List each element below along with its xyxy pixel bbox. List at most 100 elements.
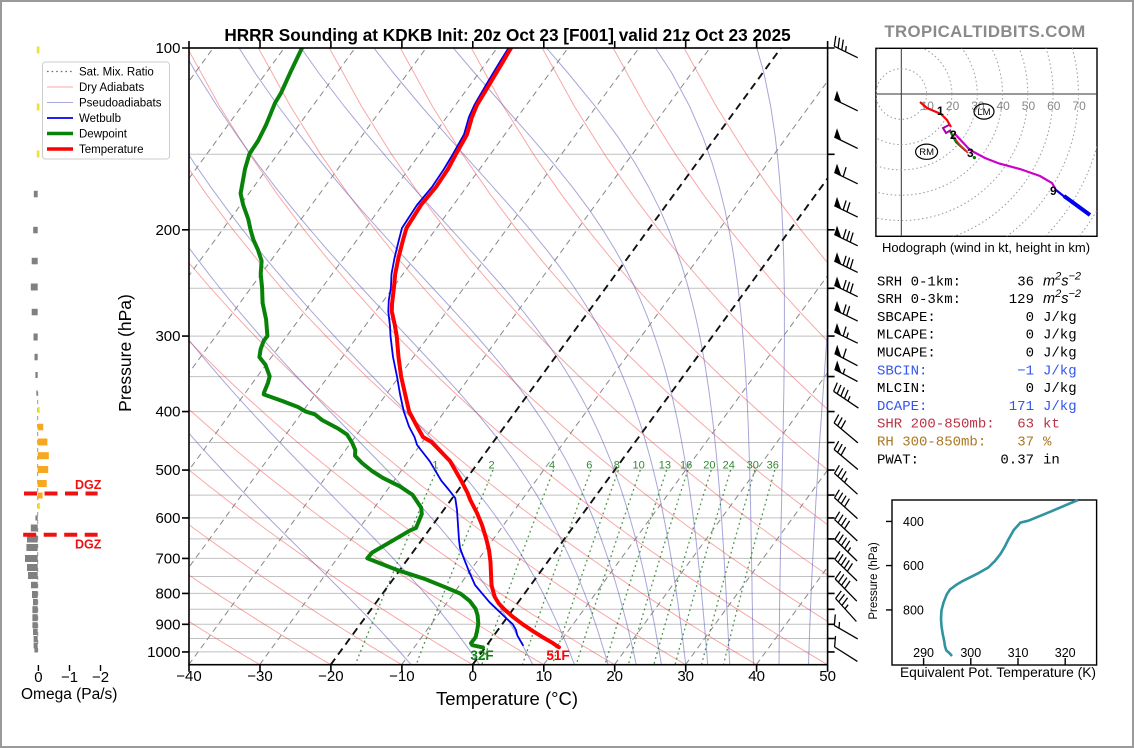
svg-text:40: 40 <box>997 99 1011 113</box>
svg-text:1: 1 <box>937 104 944 118</box>
svg-text:51F: 51F <box>546 648 569 663</box>
svg-text:700: 700 <box>155 550 180 567</box>
svg-text:0: 0 <box>1026 346 1034 362</box>
svg-text:MLCAPE:: MLCAPE: <box>877 328 936 344</box>
svg-text:Wetbulb: Wetbulb <box>79 113 121 125</box>
svg-text:20: 20 <box>703 459 715 471</box>
svg-text:50: 50 <box>1022 99 1036 113</box>
svg-text:32F: 32F <box>470 648 493 663</box>
svg-text:Sat. Mix. Ratio: Sat. Mix. Ratio <box>79 67 154 79</box>
svg-text:0: 0 <box>469 668 477 685</box>
svg-text:DGZ: DGZ <box>75 538 102 552</box>
svg-text:J/kg: J/kg <box>1043 399 1077 415</box>
svg-text:600: 600 <box>903 559 924 573</box>
svg-text:−10: −10 <box>389 668 414 685</box>
svg-text:9: 9 <box>1050 184 1057 198</box>
svg-text:36: 36 <box>1017 274 1034 290</box>
svg-text:10: 10 <box>632 459 644 471</box>
svg-text:800: 800 <box>903 603 924 617</box>
svg-text:SRH 0-1km:: SRH 0-1km: <box>877 274 961 290</box>
svg-text:DGZ: DGZ <box>75 478 102 492</box>
svg-text:63: 63 <box>1017 417 1034 433</box>
svg-text:200: 200 <box>155 222 180 239</box>
svg-text:Dewpoint: Dewpoint <box>79 129 128 141</box>
svg-text:−1: −1 <box>1017 363 1034 379</box>
svg-text:320: 320 <box>1055 646 1076 660</box>
svg-text:0: 0 <box>1026 310 1034 326</box>
svg-text:60: 60 <box>1047 99 1061 113</box>
svg-text:m2s−2: m2s−2 <box>1043 270 1081 289</box>
svg-text:20: 20 <box>606 668 623 685</box>
svg-text:DCAPE:: DCAPE: <box>877 399 927 415</box>
svg-text:Equivalent Pot. Temperature (K: Equivalent Pot. Temperature (K) <box>900 665 1096 680</box>
svg-text:30: 30 <box>747 459 759 471</box>
svg-text:3: 3 <box>967 146 974 160</box>
svg-text:J/kg: J/kg <box>1043 310 1077 326</box>
svg-text:171: 171 <box>1009 399 1034 415</box>
svg-text:J/kg: J/kg <box>1043 328 1077 344</box>
svg-text:Omega (Pa/s): Omega (Pa/s) <box>21 686 117 703</box>
svg-text:6: 6 <box>586 459 592 471</box>
svg-text:HRRR Sounding at KDKB Init: 20: HRRR Sounding at KDKB Init: 20z Oct 23 [… <box>224 25 791 45</box>
svg-text:300: 300 <box>960 646 981 660</box>
svg-text:−40: −40 <box>176 668 201 685</box>
svg-text:10: 10 <box>535 668 552 685</box>
svg-text:J/kg: J/kg <box>1043 363 1077 379</box>
svg-text:m2s−2: m2s−2 <box>1043 288 1081 307</box>
svg-text:600: 600 <box>155 510 180 527</box>
svg-text:310: 310 <box>1008 646 1029 660</box>
svg-text:−20: −20 <box>318 668 343 685</box>
svg-text:290: 290 <box>913 646 934 660</box>
svg-text:RM: RM <box>919 147 934 158</box>
svg-text:20: 20 <box>946 99 960 113</box>
svg-text:Pseudoadiabats: Pseudoadiabats <box>79 98 162 110</box>
svg-text:2: 2 <box>950 128 957 142</box>
svg-text:%: % <box>1043 435 1052 451</box>
svg-text:MUCAPE:: MUCAPE: <box>877 346 936 362</box>
svg-text:30: 30 <box>677 668 694 685</box>
svg-text:100: 100 <box>155 40 180 57</box>
svg-text:SBCAPE:: SBCAPE: <box>877 310 936 326</box>
svg-text:36: 36 <box>767 459 779 471</box>
svg-text:Dry Adiabats: Dry Adiabats <box>79 82 144 94</box>
svg-text:0: 0 <box>1026 381 1034 397</box>
svg-text:500: 500 <box>155 462 180 479</box>
svg-text:16: 16 <box>680 459 692 471</box>
svg-text:13: 13 <box>659 459 671 471</box>
svg-text:300: 300 <box>155 328 180 345</box>
svg-text:40: 40 <box>748 668 765 685</box>
svg-text:SRH 0-3km:: SRH 0-3km: <box>877 292 961 308</box>
svg-text:37: 37 <box>1017 435 1034 451</box>
svg-text:900: 900 <box>155 616 180 633</box>
svg-text:SHR 200-850mb:: SHR 200-850mb: <box>877 417 995 433</box>
svg-text:−30: −30 <box>247 668 272 685</box>
svg-text:RH 300-850mb:: RH 300-850mb: <box>877 435 986 451</box>
svg-text:0.37: 0.37 <box>1000 452 1034 468</box>
svg-text:Hodograph (wind in kt, height: Hodograph (wind in kt, height in km) <box>882 240 1090 255</box>
svg-text:50: 50 <box>819 668 836 685</box>
svg-text:in: in <box>1043 452 1060 468</box>
svg-text:1000: 1000 <box>147 644 180 661</box>
svg-text:400: 400 <box>903 515 924 529</box>
svg-text:0: 0 <box>1026 328 1034 344</box>
svg-text:2: 2 <box>489 459 495 471</box>
svg-text:800: 800 <box>155 585 180 602</box>
svg-text:400: 400 <box>155 404 180 421</box>
svg-text:1: 1 <box>432 459 438 471</box>
svg-text:J/kg: J/kg <box>1043 346 1077 362</box>
svg-text:kt: kt <box>1043 417 1060 433</box>
svg-text:PWAT:: PWAT: <box>877 452 919 468</box>
svg-text:129: 129 <box>1009 292 1034 308</box>
svg-text:J/kg: J/kg <box>1043 381 1077 397</box>
svg-text:Temperature (°C): Temperature (°C) <box>436 688 578 709</box>
svg-text:−2: −2 <box>92 669 109 686</box>
svg-text:Pressure (hPa): Pressure (hPa) <box>868 542 880 620</box>
svg-text:SBCIN:: SBCIN: <box>877 363 927 379</box>
svg-text:0: 0 <box>34 669 42 686</box>
svg-text:MLCIN:: MLCIN: <box>877 381 927 397</box>
svg-text:8: 8 <box>614 459 620 471</box>
svg-text:TROPICALTIDBITS.COM: TROPICALTIDBITS.COM <box>884 22 1085 41</box>
svg-text:4: 4 <box>549 459 555 471</box>
svg-text:−1: −1 <box>61 669 78 686</box>
svg-text:70: 70 <box>1072 99 1086 113</box>
